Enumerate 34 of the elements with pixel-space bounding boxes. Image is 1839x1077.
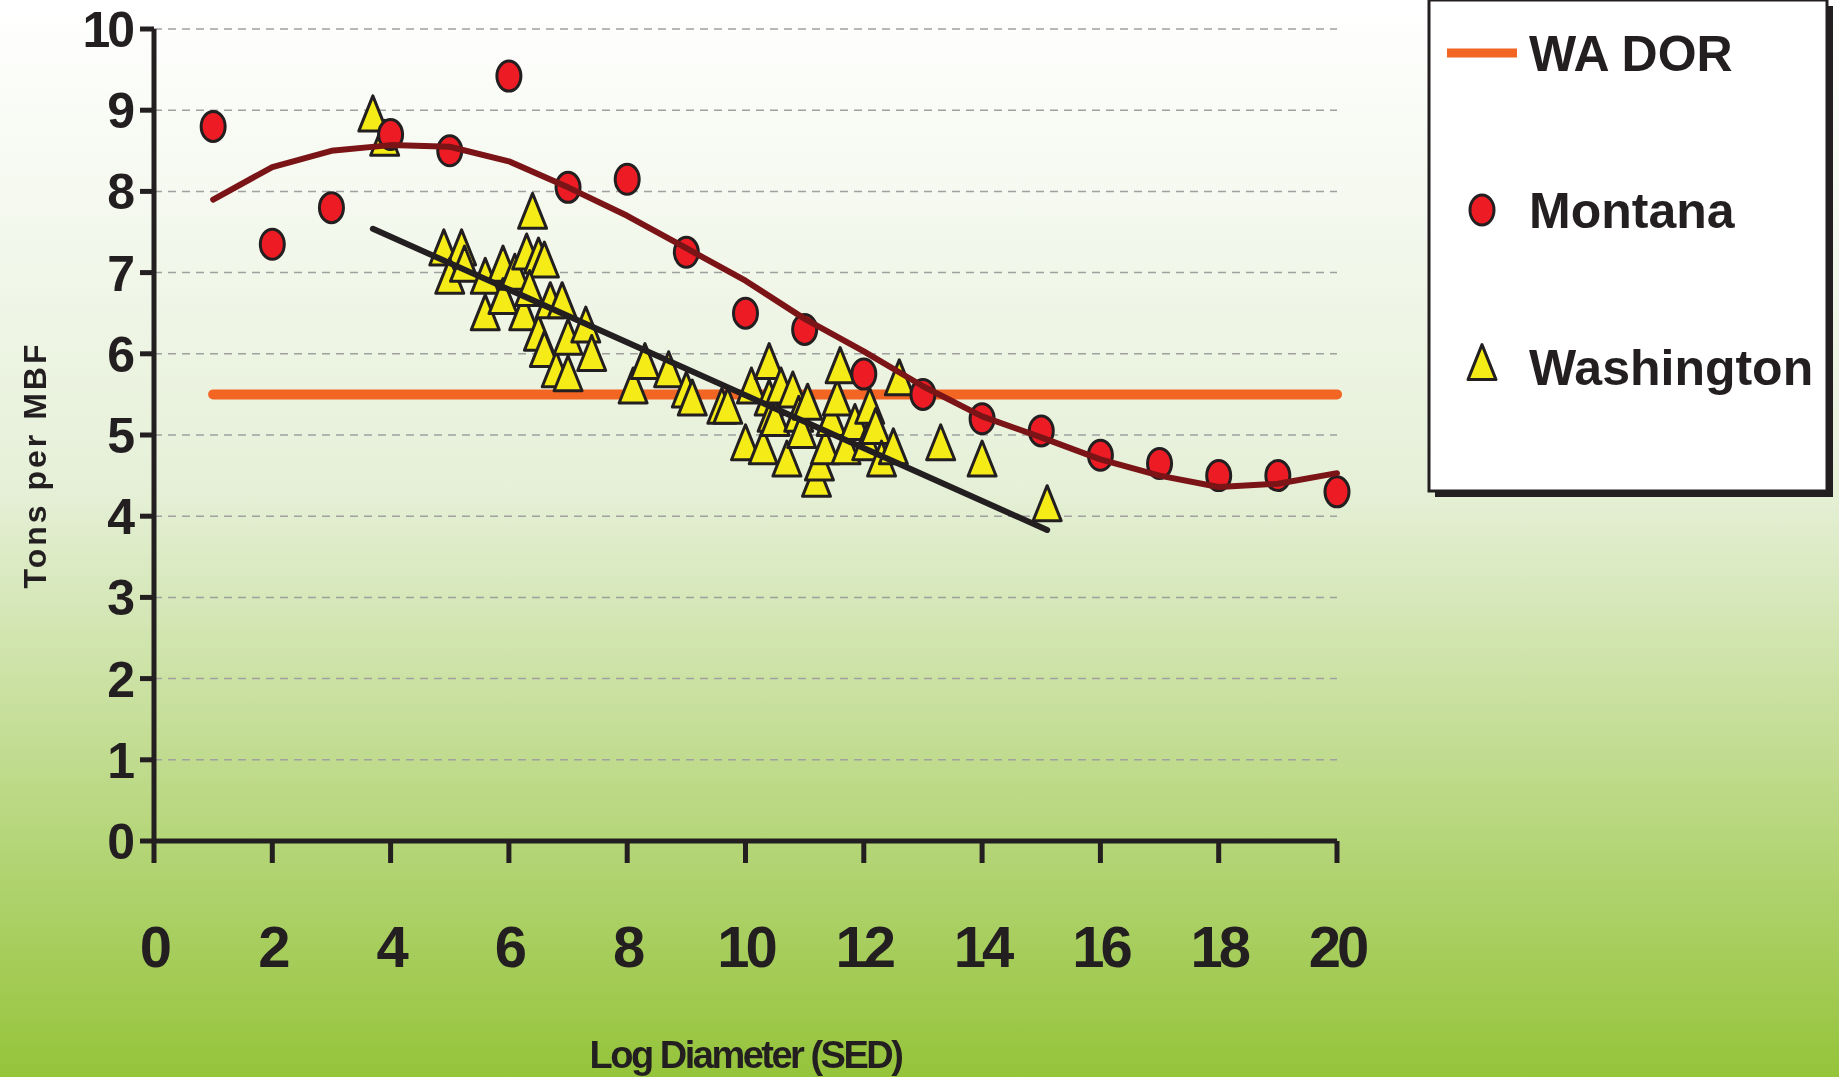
x-tick-label: 12 bbox=[835, 914, 894, 979]
y-tick-label: 2 bbox=[107, 651, 134, 708]
y-tick-label: 10 bbox=[82, 2, 134, 58]
y-tick-label: 3 bbox=[107, 570, 134, 627]
point bbox=[732, 296, 759, 330]
x-tick-label: 14 bbox=[953, 914, 1015, 979]
y-axis-title: Tons per MBF bbox=[17, 341, 53, 589]
x-axis-title: Log Diameter (SED) bbox=[589, 1034, 903, 1076]
x-tick-label: 18 bbox=[1190, 914, 1250, 979]
y-tick-label: 6 bbox=[107, 326, 134, 383]
point bbox=[850, 357, 878, 391]
y-tick-label: 1 bbox=[107, 732, 135, 789]
point bbox=[1323, 475, 1351, 509]
point bbox=[199, 109, 227, 143]
x-tick-label: 20 bbox=[1308, 914, 1367, 979]
y-tick-label: 9 bbox=[107, 83, 134, 140]
y-tick-label: 8 bbox=[107, 164, 135, 221]
legend-label: WA DOR bbox=[1529, 26, 1733, 82]
point bbox=[495, 59, 523, 93]
y-tick-label: 4 bbox=[107, 489, 136, 546]
y-tick-label: 7 bbox=[107, 245, 134, 302]
x-tick-label: 16 bbox=[1072, 914, 1132, 979]
legend-label: Washington bbox=[1529, 340, 1814, 396]
x-tick-label: 4 bbox=[376, 914, 409, 979]
legend-label: Montana bbox=[1529, 183, 1736, 239]
y-tick-label: 5 bbox=[107, 408, 135, 464]
x-tick-label: 2 bbox=[258, 914, 289, 979]
x-tick-label: 10 bbox=[717, 914, 776, 979]
y-tick-label: 0 bbox=[107, 814, 134, 870]
point bbox=[317, 191, 345, 225]
x-tick-label: 6 bbox=[494, 914, 526, 979]
x-tick-label: 8 bbox=[613, 914, 645, 979]
point bbox=[613, 162, 641, 196]
point bbox=[258, 227, 286, 261]
